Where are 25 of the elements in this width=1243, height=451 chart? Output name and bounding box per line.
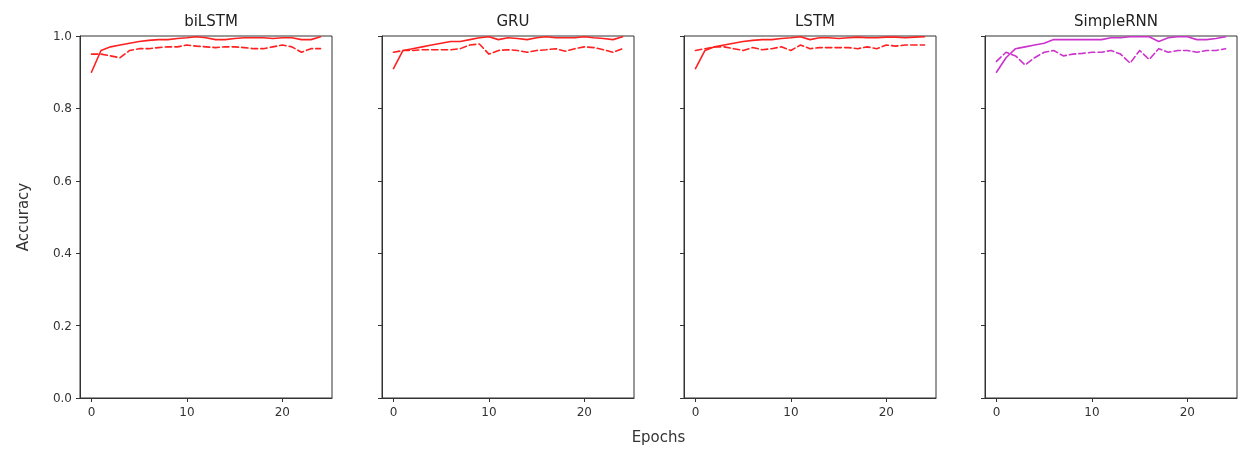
y-axis-title: Accuracy: [13, 182, 32, 252]
x-tick-label: 0: [992, 405, 1001, 419]
y-tick-label: 0.4: [52, 246, 72, 261]
y-tick-label: 0.0: [52, 391, 72, 405]
y-tick-label: 0.2: [52, 318, 72, 333]
line-series: [90, 35, 322, 73]
x-tick-label: 20: [1179, 405, 1195, 419]
x-tick-label: 0: [691, 405, 700, 419]
y-tick-label: 1.0: [52, 29, 72, 43]
x-tick-label: 0: [87, 405, 96, 419]
x-tick-label: 20: [274, 405, 290, 419]
x-axis-title: Epochs: [631, 428, 686, 446]
chart-title: biLSTM: [184, 11, 238, 30]
x-tick-label: 10: [179, 405, 195, 419]
chart-title: LSTM: [795, 11, 835, 30]
x-tick-label: 10: [1084, 405, 1100, 419]
x-tick-label: 10: [783, 405, 799, 419]
x-tick-label: 20: [576, 405, 592, 419]
x-tick-label: 20: [878, 405, 894, 419]
x-tick-label: 0: [389, 405, 398, 419]
chart-title: SimpleRNN: [1073, 11, 1159, 30]
y-tick-label: 0.6: [52, 173, 72, 188]
chart-title: GRU: [496, 11, 530, 30]
y-tick-label: 0.8: [52, 101, 72, 116]
x-tick-label: 10: [481, 405, 497, 419]
